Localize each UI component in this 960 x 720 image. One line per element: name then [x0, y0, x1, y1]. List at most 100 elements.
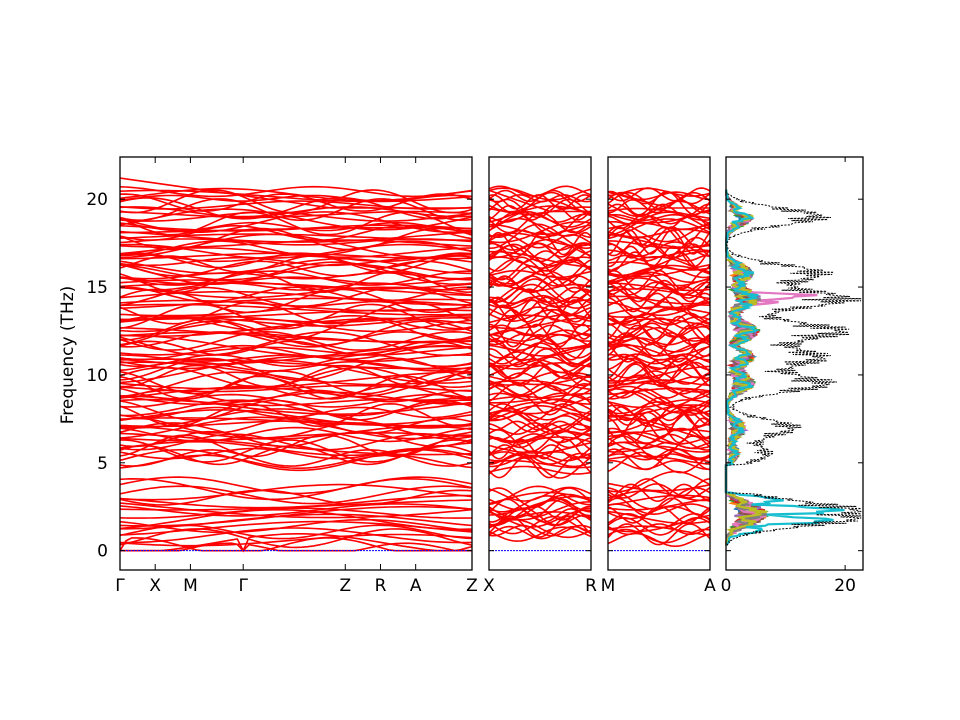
band-line [607, 385, 711, 409]
band-line [488, 288, 592, 308]
y-axis-ticks: 0 5 10 15 20 [86, 190, 863, 562]
band-line [119, 331, 473, 344]
band-line [119, 276, 473, 286]
band-line [119, 518, 473, 534]
band-line [607, 211, 711, 237]
dos-panel: 0 20 [721, 156, 864, 596]
band-line [608, 282, 711, 292]
band-line [607, 470, 711, 493]
band-line [488, 275, 592, 293]
y-tick-label: 20 [86, 190, 108, 210]
band-line [488, 423, 592, 444]
band-line [488, 223, 592, 235]
band-line [607, 251, 711, 272]
band-line [488, 324, 592, 337]
kpoint-label: M [183, 576, 198, 596]
band-line [607, 266, 711, 279]
band-line [119, 483, 473, 501]
band-line [119, 485, 473, 505]
band-line [119, 189, 473, 214]
kpoint-label: R [585, 576, 597, 596]
band-line [607, 250, 711, 277]
band-line [488, 189, 592, 203]
band-line [119, 489, 473, 506]
band-line [119, 434, 473, 458]
band-line [488, 299, 592, 309]
band-line [119, 340, 473, 356]
band-line [607, 322, 711, 338]
band-line [488, 210, 592, 228]
band-line [607, 228, 711, 238]
kpoint-label: Γ [238, 576, 248, 596]
band-line [119, 344, 473, 361]
band-line [607, 213, 711, 222]
band-line [119, 252, 473, 260]
band-line [488, 189, 591, 213]
band-line [119, 359, 473, 384]
band-line [607, 215, 711, 225]
band-line [488, 258, 592, 276]
band-line [607, 326, 711, 342]
band-line [119, 448, 473, 472]
band-line [119, 303, 473, 330]
band-line [607, 271, 711, 284]
band-line [607, 407, 711, 422]
band-line [607, 297, 711, 311]
band-line [607, 187, 711, 202]
band-line [119, 331, 473, 348]
band-line [119, 318, 473, 333]
band-line [119, 315, 473, 324]
kpoint-label: R [375, 576, 387, 596]
band-line [607, 388, 711, 414]
band-line [607, 459, 711, 471]
band-line [119, 477, 473, 501]
band-line [607, 187, 711, 197]
band-line [607, 428, 711, 438]
band-line [607, 478, 711, 498]
band-line [607, 514, 711, 533]
band-line [488, 187, 592, 201]
band-line [119, 503, 473, 517]
y-axis-label: Frequency (THz) [58, 286, 78, 425]
band-line [488, 444, 592, 460]
band-line [119, 355, 473, 370]
band-line [119, 198, 473, 222]
band-line [120, 513, 473, 530]
band-line [488, 409, 592, 435]
band-line [119, 316, 473, 327]
band-line [488, 194, 592, 203]
band-line [488, 438, 592, 460]
band-line [607, 343, 711, 368]
band-line [488, 204, 592, 221]
band-line [488, 505, 591, 521]
band-line [119, 240, 473, 257]
band-line [488, 403, 592, 422]
band-line [488, 317, 591, 330]
band-line [119, 527, 473, 544]
band-line [488, 308, 592, 328]
band-line [489, 452, 592, 465]
band-line [119, 346, 473, 356]
y-tick-label: 10 [86, 366, 108, 386]
band-line [488, 459, 592, 469]
panel-frame [488, 156, 592, 571]
kpoint-label: M [601, 576, 616, 596]
band-line [488, 344, 592, 357]
y-tick-label: 15 [86, 278, 108, 298]
band-line [119, 395, 473, 416]
dos-frame [725, 156, 864, 571]
band-line [488, 430, 592, 443]
band-line [607, 482, 711, 492]
band-line [119, 326, 473, 343]
band-line [607, 365, 710, 382]
band-line [607, 523, 711, 546]
band-line [488, 374, 592, 386]
band-line [488, 286, 592, 303]
band-line [119, 185, 473, 198]
band-line [119, 227, 473, 251]
band-line [607, 236, 711, 257]
band-line [119, 505, 473, 527]
band-line [120, 286, 473, 303]
